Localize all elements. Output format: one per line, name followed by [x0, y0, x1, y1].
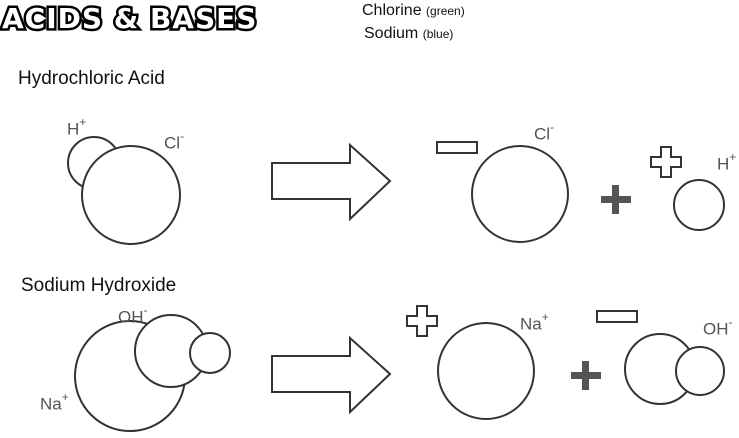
reaction-arrow-acid: [271, 142, 392, 222]
plus-sign-sodium: [406, 305, 438, 337]
diagram-title-text: ACIDS & BASES: [2, 2, 257, 35]
diagram-title: ACIDS & BASES: [0, 0, 275, 41]
label-cl-product: Cl-: [534, 120, 555, 144]
reaction-arrow-base: [271, 335, 392, 415]
minus-sign-hydroxide: [596, 310, 638, 323]
legend-chlorine-name: Chlorine: [362, 2, 422, 19]
plus-sign-hydrogen: [650, 146, 682, 178]
sodium-ion: [437, 322, 535, 420]
label-oh-reactant: OH-: [118, 303, 148, 327]
hydroxide-hydrogen-ion: [675, 346, 725, 396]
label-oh-product: OH-: [703, 315, 733, 339]
label-cl-reactant: Cl-: [164, 129, 185, 153]
legend-sodium-note: (blue): [422, 27, 454, 41]
legend-chlorine: Chlorine (green): [362, 2, 465, 20]
legend-sodium-name: Sodium: [364, 25, 419, 42]
label-na-product: Na+: [520, 310, 549, 334]
plus-operator-acid-vertical: [612, 185, 619, 214]
plus-operator-base-vertical: [582, 361, 589, 390]
label-h-product: H+: [717, 150, 737, 174]
hydrogen-ion: [673, 179, 725, 231]
minus-sign-chloride: [436, 141, 478, 154]
section-title-base: Sodium Hydroxide: [21, 275, 177, 296]
legend-chlorine-note: (green): [426, 4, 465, 18]
chloride-ion: [471, 145, 569, 243]
label-h-reactant: H+: [67, 115, 87, 139]
chlorine-atom: [81, 145, 181, 245]
legend-sodium: Sodium (blue): [364, 25, 453, 43]
hydroxide-hydrogen-atom: [189, 332, 231, 374]
section-title-acid: Hydrochloric Acid: [18, 68, 165, 89]
label-na-reactant: Na+: [40, 390, 69, 414]
